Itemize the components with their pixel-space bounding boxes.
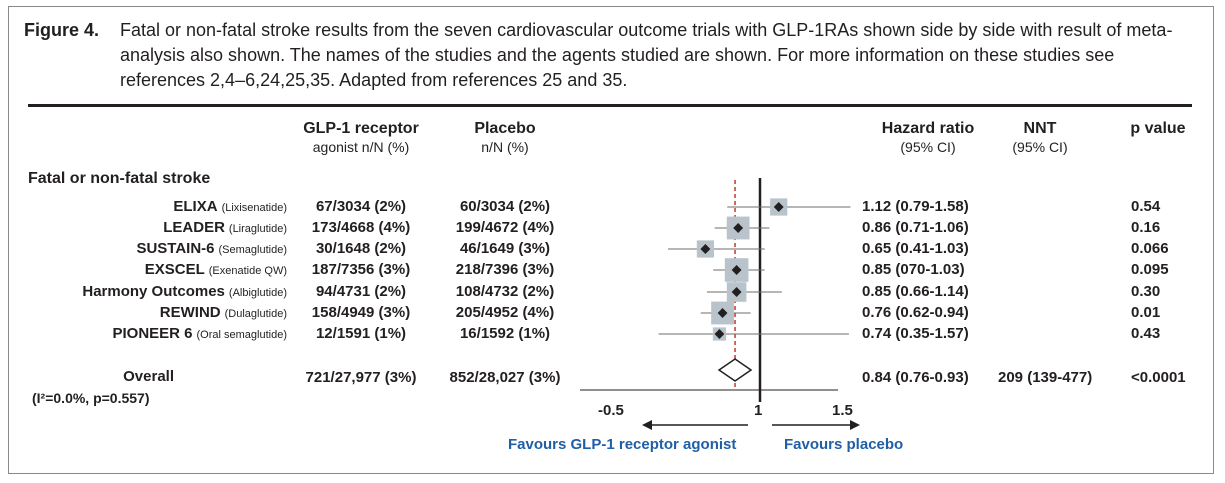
overall-agonist: 721/27,977 (3%) bbox=[305, 369, 417, 386]
study-row: ELIXA (Lixisenatide) 67/3034 (2%) 60/3034 (… bbox=[0, 196, 1225, 217]
study-name: PIONEER 6 (Oral semaglutide) bbox=[112, 323, 287, 346]
overall-hr: 0.84 (0.76-0.93) bbox=[862, 369, 969, 386]
study-p-value: 0.066 bbox=[1131, 240, 1169, 257]
study-p-value: 0.01 bbox=[1131, 304, 1161, 321]
study-name: LEADER (Liraglutide) bbox=[163, 217, 287, 240]
study-placebo: 108/4732 (2%) bbox=[455, 283, 555, 300]
study-agent: (Albiglutide) bbox=[228, 287, 287, 299]
study-hr: 0.65 (0.41-1.03) bbox=[862, 240, 969, 257]
arrow-left-head bbox=[642, 420, 652, 430]
figure-caption-text: Fatal or non-fatal stroke results from t… bbox=[120, 20, 1173, 90]
study-agonist: 67/3034 (2%) bbox=[315, 198, 407, 215]
overall-label: Overall bbox=[123, 368, 174, 385]
study-title: SUSTAIN-6 bbox=[136, 240, 215, 257]
overall-p-value: <0.0001 bbox=[1131, 369, 1186, 386]
arrow-right-head bbox=[850, 420, 860, 430]
overall-diamond bbox=[717, 358, 753, 382]
study-placebo: 60/3034 (2%) bbox=[459, 198, 551, 215]
study-hr: 0.85 (070-1.03) bbox=[862, 261, 965, 278]
study-name: ELIXA (Lixisenatide) bbox=[173, 196, 287, 219]
study-title: EXSCEL bbox=[144, 261, 205, 278]
study-agonist: 173/4668 (4%) bbox=[311, 219, 411, 236]
study-row: LEADER (Liraglutide) 173/4668 (4%) 199/4672… bbox=[0, 217, 1225, 238]
point-estimate bbox=[731, 265, 742, 275]
study-agent: (Exenatide QW) bbox=[208, 265, 287, 277]
study-placebo: 46/1649 (3%) bbox=[459, 240, 551, 257]
study-hr: 0.74 (0.35-1.57) bbox=[862, 325, 969, 342]
study-agent: (Lixisenatide) bbox=[221, 202, 287, 214]
point-estimate bbox=[731, 287, 742, 297]
tick-label-left: -0.5 bbox=[598, 402, 624, 419]
study-placebo: 16/1592 (1%) bbox=[459, 325, 551, 342]
section-label: Fatal or non-fatal stroke bbox=[28, 170, 211, 187]
hr-header: Hazard ratio bbox=[881, 120, 975, 137]
study-p-value: 0.54 bbox=[1131, 198, 1161, 215]
overall-row: 721/27,977 (3%) 852/28,027 (3%) 0.84 (0.… bbox=[0, 367, 1225, 388]
nnt-subheader: (95% CI) bbox=[1012, 139, 1068, 155]
point-estimate bbox=[717, 308, 728, 318]
study-placebo: 199/4672 (4%) bbox=[455, 219, 555, 236]
study-row: SUSTAIN-6 (Semaglutide) 30/1648 (2%) 46/164… bbox=[0, 238, 1225, 259]
placebo-header: Placebo bbox=[474, 120, 536, 137]
study-hr: 0.85 (0.66-1.14) bbox=[862, 283, 969, 300]
placebo-subheader: n/N (%) bbox=[481, 139, 529, 155]
point-estimate bbox=[733, 223, 744, 233]
study-placebo: 205/4952 (4%) bbox=[455, 304, 555, 321]
study-name: EXSCEL (Exenatide QW) bbox=[145, 259, 287, 282]
study-row: EXSCEL (Exenatide QW) 187/7356 (3%) 218/739… bbox=[0, 259, 1225, 280]
study-row: Harmony Outcomes (Albiglutide) 94/4731 (2%… bbox=[0, 281, 1225, 302]
overall-placebo: 852/28,027 (3%) bbox=[449, 369, 561, 386]
study-agonist: 30/1648 (2%) bbox=[315, 240, 407, 257]
study-title: ELIXA bbox=[173, 198, 218, 215]
study-hr: 1.12 (0.79-1.58) bbox=[862, 198, 969, 215]
point-estimate bbox=[700, 244, 711, 254]
point-estimate bbox=[773, 202, 784, 212]
agonist-subheader: agonist n/N (%) bbox=[312, 139, 410, 155]
study-hr: 0.86 (0.71-1.06) bbox=[862, 219, 969, 236]
study-p-value: 0.095 bbox=[1131, 261, 1169, 278]
figure-frame bbox=[8, 6, 1214, 474]
study-name: SUSTAIN-6 (Semaglutide) bbox=[136, 238, 287, 261]
hr-subheader: (95% CI) bbox=[900, 139, 956, 155]
study-agonist: 187/7356 (3%) bbox=[311, 261, 411, 278]
overall-heterogeneity: (I²=0.0%, p=0.557) bbox=[32, 390, 150, 406]
favours-placebo-label: Favours placebo bbox=[784, 436, 904, 453]
study-p-value: 0.16 bbox=[1131, 219, 1161, 236]
study-row: PIONEER 6 (Oral semaglutide) 12/1591 (1%) 1… bbox=[0, 323, 1225, 344]
study-title: REWIND bbox=[159, 304, 221, 321]
header-rule bbox=[28, 104, 1192, 107]
study-p-value: 0.30 bbox=[1131, 283, 1161, 300]
p-value-header: p value bbox=[1130, 120, 1186, 137]
tick-label-right: 1.5 bbox=[832, 402, 853, 419]
study-name: Harmony Outcomes (Albiglutide) bbox=[82, 281, 287, 304]
study-title: Harmony Outcomes bbox=[82, 283, 225, 300]
study-title: PIONEER 6 bbox=[112, 325, 193, 342]
study-agent: (Dulaglutide) bbox=[224, 308, 287, 320]
study-agonist: 94/4731 (2%) bbox=[315, 283, 407, 300]
study-title: LEADER bbox=[163, 219, 225, 236]
tick-label-center: 1 bbox=[754, 402, 763, 419]
nnt-header: NNT bbox=[1023, 120, 1057, 137]
study-agonist: 158/4949 (3%) bbox=[311, 304, 411, 321]
agonist-header: GLP-1 receptor bbox=[303, 120, 419, 137]
study-name: REWIND (Dulaglutide) bbox=[160, 302, 287, 325]
study-p-value: 0.43 bbox=[1131, 325, 1161, 342]
study-row: REWIND (Dulaglutide) 158/4949 (3%) 205/4952… bbox=[0, 302, 1225, 323]
study-agent: (Liraglutide) bbox=[228, 223, 287, 235]
study-hr: 0.76 (0.62-0.94) bbox=[862, 304, 969, 321]
figure-label: Figure 4. bbox=[24, 20, 100, 40]
study-placebo: 218/7396 (3%) bbox=[455, 261, 555, 278]
favours-agonist-label: Favours GLP-1 receptor agonist bbox=[508, 436, 737, 453]
study-agent: (Oral semaglutide) bbox=[196, 329, 287, 341]
overall-nnt: 209 (139-477) bbox=[998, 369, 1093, 386]
study-agent: (Semaglutide) bbox=[218, 244, 287, 256]
point-estimate bbox=[714, 329, 725, 339]
study-agonist: 12/1591 (1%) bbox=[315, 325, 407, 342]
